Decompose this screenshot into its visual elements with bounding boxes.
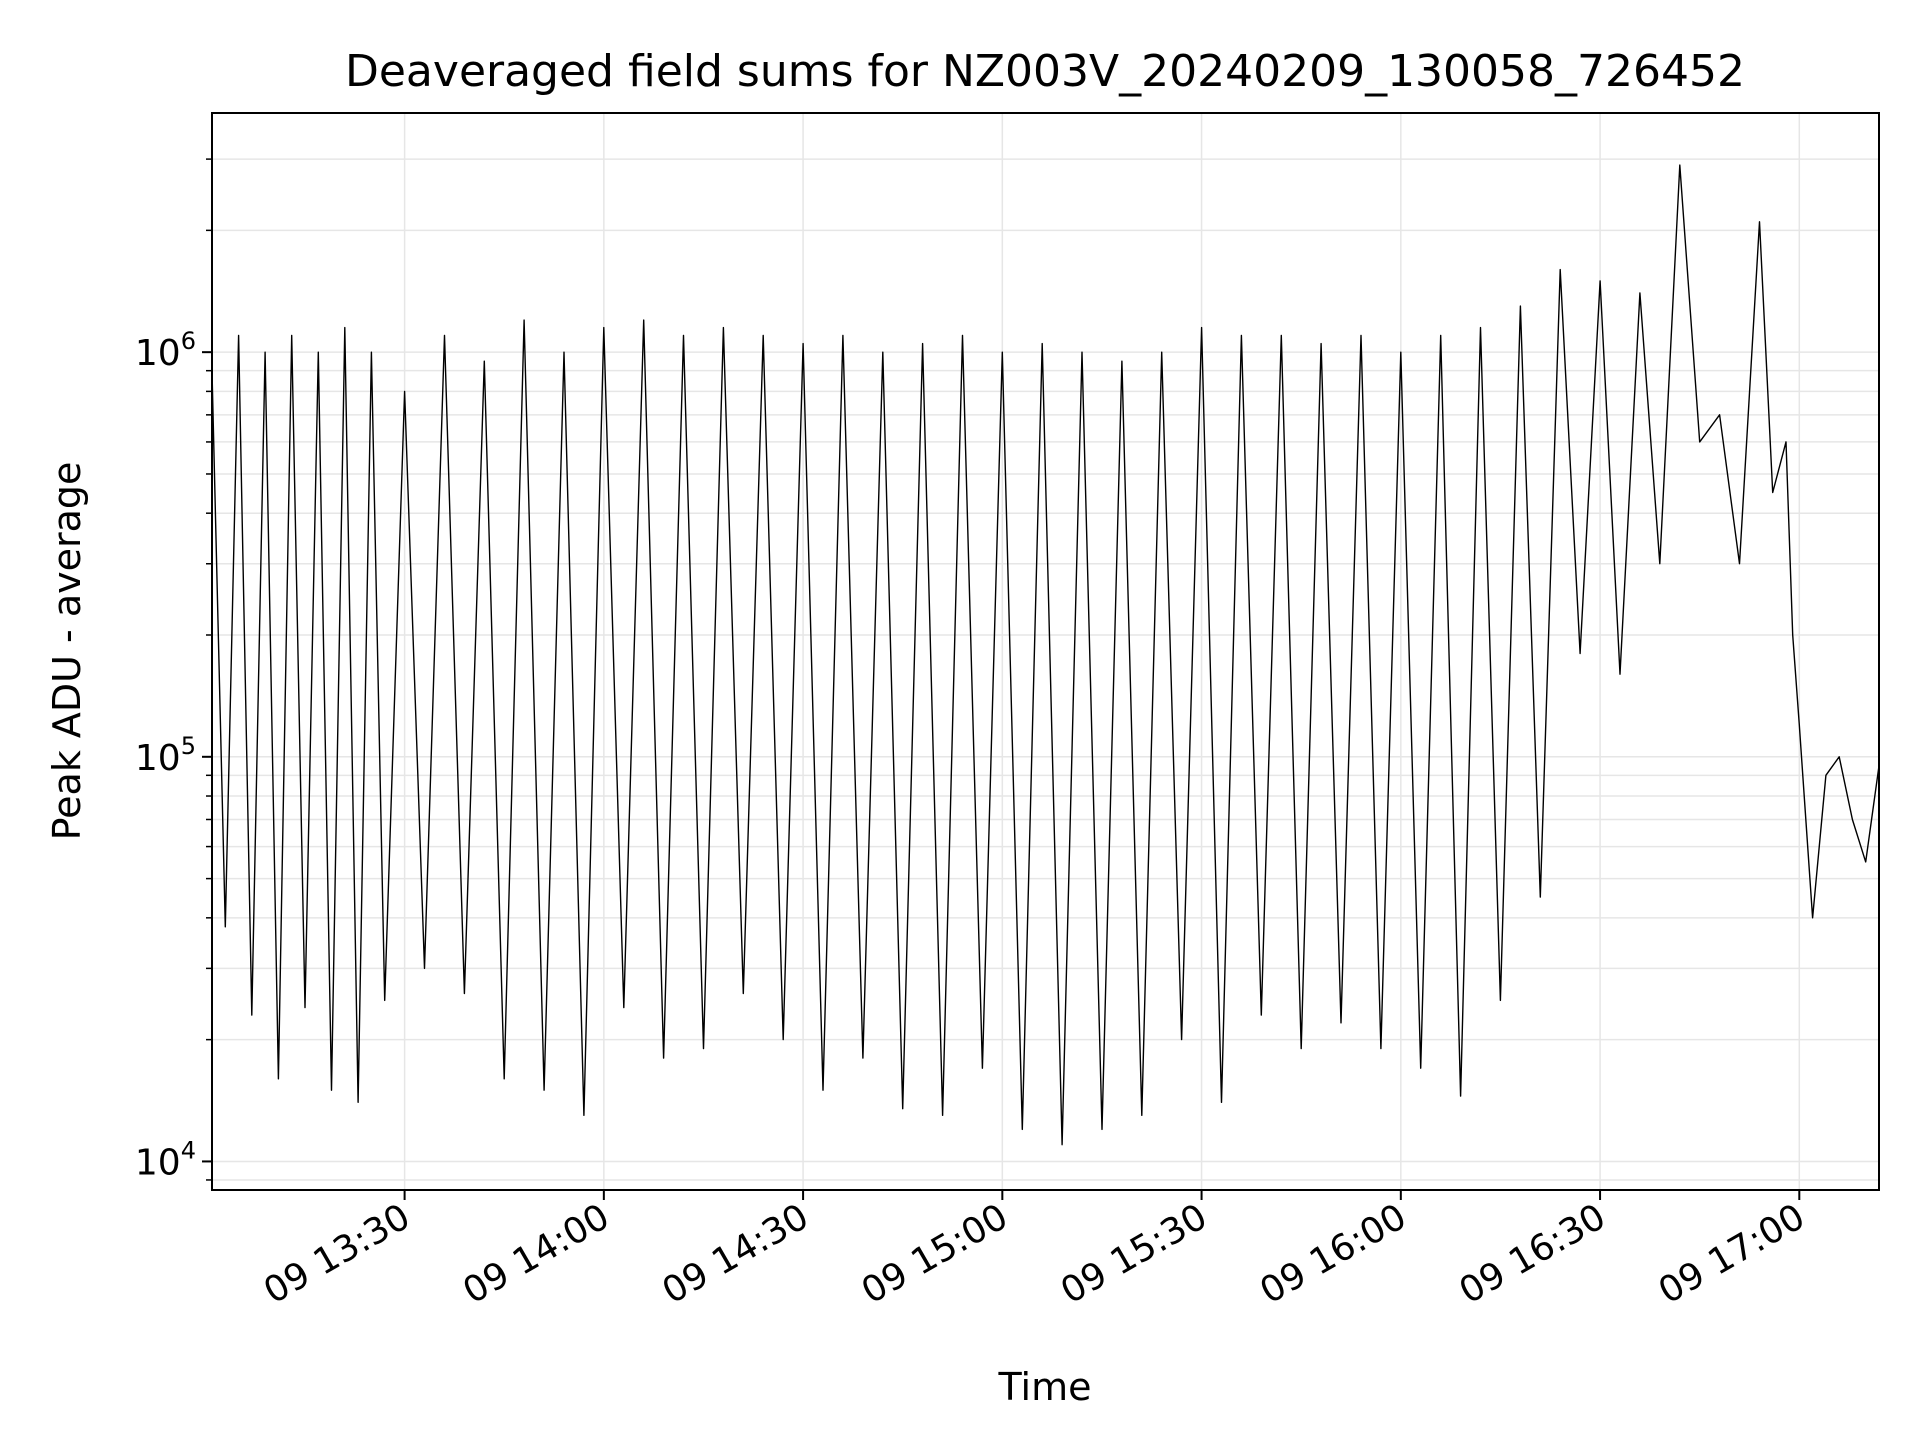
y-tick-label: 105 <box>135 732 196 779</box>
y-tick-label: 104 <box>135 1136 196 1183</box>
y-tick-label: 106 <box>135 327 196 374</box>
x-axis-label: Time <box>998 1365 1092 1409</box>
y-axis-label: Peak ADU - average <box>45 462 89 841</box>
series-layer <box>211 164 1880 1146</box>
y-axis-ticks: 104 105 106 <box>135 158 212 1183</box>
series-line <box>211 164 1880 1146</box>
plot-frame <box>211 112 1880 1191</box>
chart-title: Deaveraged field sums for NZ003V_2024020… <box>345 46 1745 97</box>
grid-lines <box>212 113 1879 1190</box>
